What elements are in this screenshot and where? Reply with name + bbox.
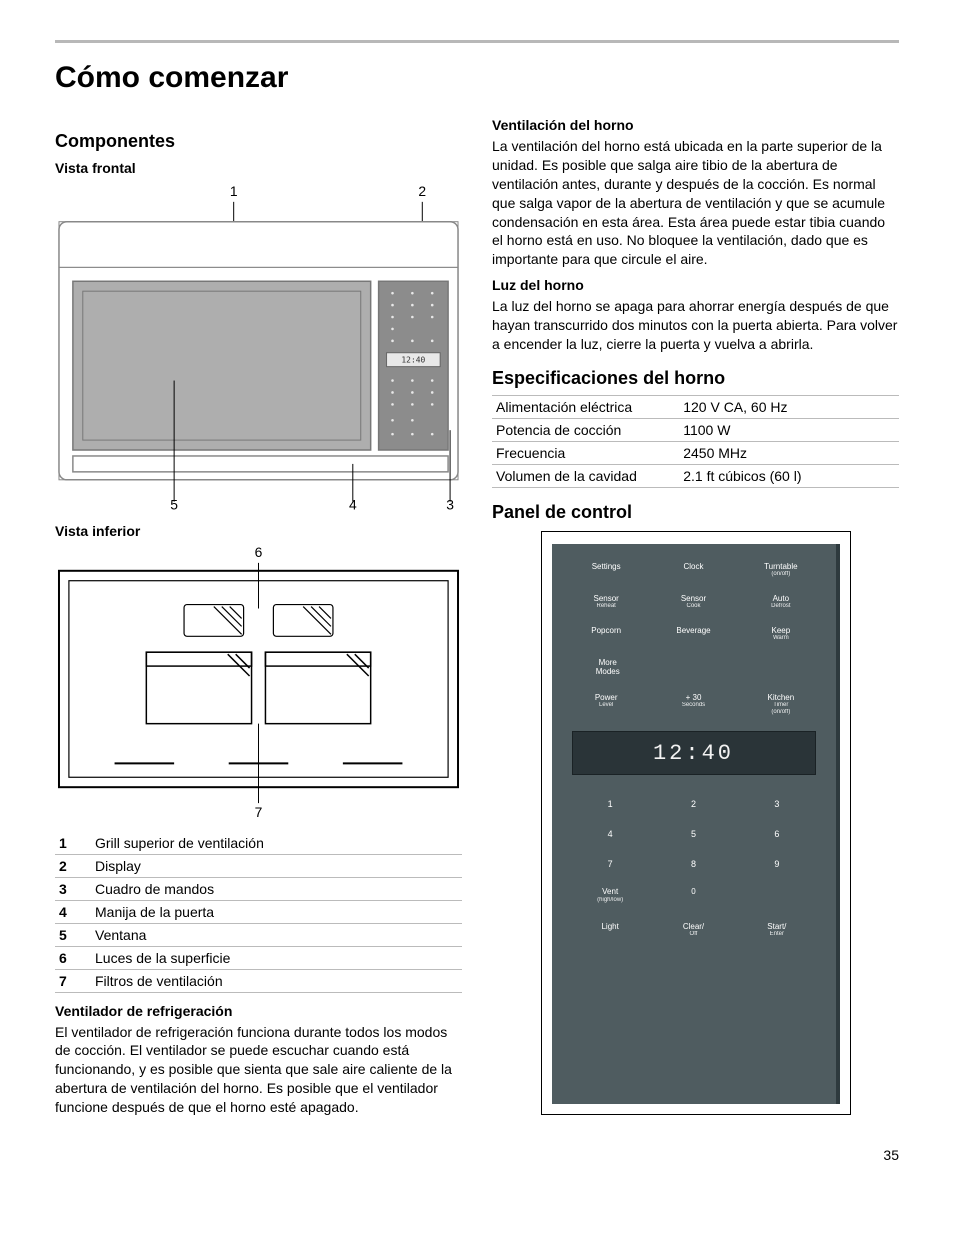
legend-row: 1Grill superior de ventilación [55,832,462,855]
panel-button: Start/Enter [738,922,815,938]
legend-num: 1 [55,832,91,855]
specs-row: Volumen de la cavidad2.1 ft cúbicos (60 … [492,464,899,487]
legend-label: Display [91,854,462,877]
panel-button: Popcorn [566,626,647,642]
legend-num: 5 [55,923,91,946]
panel-button: MoreModes [566,658,650,676]
luz-paragraph: La luz del horno se apaga para ahorrar e… [492,297,899,354]
front-view-diagram: 1 2 [55,182,462,515]
specs-value: 2450 MHz [679,441,899,464]
numpad-key: 8 [655,859,732,869]
legend-num: 4 [55,900,91,923]
specs-key: Frecuencia [492,441,679,464]
legend-num: 3 [55,877,91,900]
componentes-heading: Componentes [55,131,462,152]
legend-num: 6 [55,946,91,969]
numpad-key: 2 [655,799,732,809]
ventilacion-paragraph: La ventilación del horno está ubicada en… [492,137,899,269]
numpad-key: 4 [572,829,649,839]
panel-button: 0 [655,887,732,903]
specs-row: Alimentación eléctrica120 V CA, 60 Hz [492,395,899,418]
panel-button: Beverage [653,626,734,642]
panel-heading: Panel de control [492,502,899,523]
page-title: Cómo comenzar [55,61,899,95]
legend-label: Cuadro de mandos [91,877,462,900]
vista-inferior-heading: Vista inferior [55,523,462,539]
specs-row: Potencia de cocción1100 W [492,418,899,441]
two-column-layout: Componentes Vista frontal 1 2 [55,117,899,1123]
legend-label: Ventana [91,923,462,946]
ventilacion-heading: Ventilación del horno [492,117,899,133]
components-legend-table: 1Grill superior de ventilación2Display3C… [55,832,462,993]
legend-num: 7 [55,969,91,992]
callout-5: 5 [170,497,178,510]
luz-heading: Luz del horno [492,277,899,293]
numpad-key: 6 [738,829,815,839]
legend-row: 3Cuadro de mandos [55,877,462,900]
legend-row: 7Filtros de ventilación [55,969,462,992]
numpad-key: 7 [572,859,649,869]
panel-button: Vent(high/low) [572,887,649,903]
panel-button: Settings [566,562,647,578]
panel-button: SensorCook [653,594,734,610]
specs-value: 120 V CA, 60 Hz [679,395,899,418]
vista-frontal-heading: Vista frontal [55,160,462,176]
callout-4: 4 [349,497,357,510]
panel-button: KitchenTimer(on/off) [740,693,821,716]
panel-button: Light [572,922,649,938]
svg-text:12:40: 12:40 [401,356,425,365]
callout-2: 2 [418,183,426,199]
legend-label: Filtros de ventilación [91,969,462,992]
panel-button: Clear/Off [655,922,732,938]
legend-label: Luces de la superficie [91,946,462,969]
bottom-view-diagram: 6 [55,543,462,826]
numpad-key: 9 [738,859,815,869]
top-rule [55,40,899,43]
legend-row: 5Ventana [55,923,462,946]
panel-button: Clock [653,562,734,578]
panel-button: PowerLevel [566,693,647,716]
legend-row: 6Luces de la superficie [55,946,462,969]
panel-button: KeepWarm [740,626,821,642]
left-column: Componentes Vista frontal 1 2 [55,117,462,1123]
panel-button: SensorReheat [566,594,647,610]
specs-key: Alimentación eléctrica [492,395,679,418]
specs-table: Alimentación eléctrica120 V CA, 60 HzPot… [492,395,899,488]
specs-value: 2.1 ft cúbicos (60 l) [679,464,899,487]
legend-row: 4Manija de la puerta [55,900,462,923]
control-panel-figure: Settings Clock Turntable(on/off) SensorReh… [541,531,851,1115]
ventilador-heading: Ventilador de refrigeración [55,1003,462,1019]
specs-row: Frecuencia2450 MHz [492,441,899,464]
display-time: 12:40 [653,741,734,766]
panel-button [738,887,815,903]
panel-button: AutoDefrost [740,594,821,610]
callout-7: 7 [255,804,263,820]
panel-button: Turntable(on/off) [740,562,821,578]
numpad-key: 1 [572,799,649,809]
legend-row: 2Display [55,854,462,877]
callout-3: 3 [446,497,454,510]
legend-num: 2 [55,854,91,877]
specs-key: Volumen de la cavidad [492,464,679,487]
numpad-key: 5 [655,829,732,839]
numpad-key: 3 [738,799,815,809]
legend-label: Manija de la puerta [91,900,462,923]
page-number: 35 [55,1147,899,1163]
right-column: Ventilación del horno La ventilación del… [492,117,899,1123]
legend-label: Grill superior de ventilación [91,832,462,855]
control-panel-display: 12:40 [572,731,816,775]
specs-value: 1100 W [679,418,899,441]
panel-button: + 30Seconds [653,693,734,716]
ventilador-paragraph: El ventilador de refrigeración funciona … [55,1023,462,1117]
callout-6: 6 [255,543,263,559]
specs-heading: Especificaciones del horno [492,368,899,389]
specs-key: Potencia de cocción [492,418,679,441]
callout-1: 1 [230,183,238,199]
